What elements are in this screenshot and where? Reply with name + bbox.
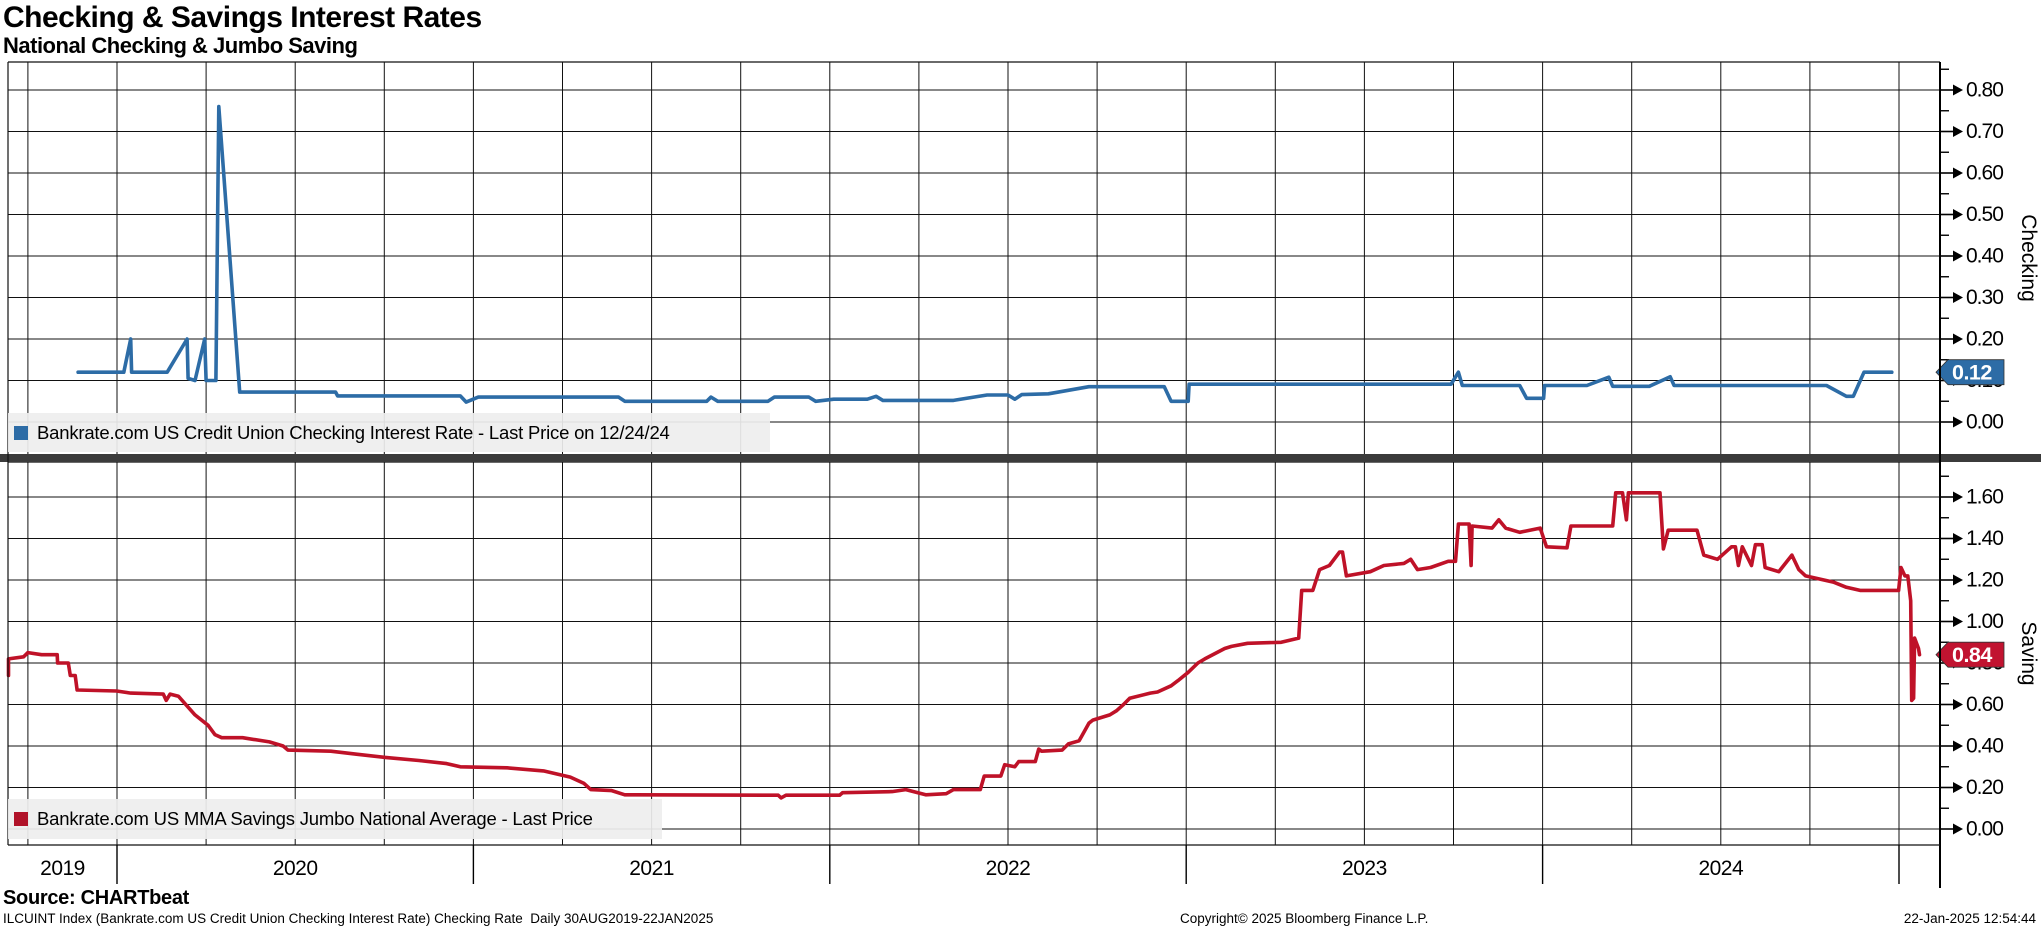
copyright-label: Copyright© 2025 Bloomberg Finance L.P.	[1180, 911, 1429, 926]
checking-last-price-marker: 0.12	[1935, 359, 2005, 386]
saving-panel	[6, 461, 1940, 830]
page-title: Checking & Savings Interest Rates	[3, 1, 482, 34]
svg-text:0.40: 0.40	[1966, 735, 2003, 758]
source-label: Source: CHARTbeat	[3, 887, 190, 909]
svg-text:1.60: 1.60	[1966, 486, 2003, 509]
saving-axis-title: Saving	[2017, 621, 2040, 685]
saving-legend-label: Bankrate.com US MMA Savings Jumbo Nation…	[37, 808, 593, 829]
year-label-2019: 2019	[40, 857, 85, 880]
checking-series-line	[76, 104, 1894, 404]
year-label-2021: 2021	[629, 857, 674, 880]
saving-legend-swatch-icon	[14, 812, 28, 826]
svg-text:1.00: 1.00	[1966, 610, 2003, 633]
checking-legend-label: Bankrate.com US Credit Union Checking In…	[37, 421, 670, 443]
year-label-2024: 2024	[1698, 857, 1744, 880]
svg-text:1.20: 1.20	[1966, 569, 2003, 592]
svg-text:0.50: 0.50	[1966, 203, 2003, 226]
legend-checking[interactable]: Bankrate.com US Credit Union Checking In…	[8, 413, 770, 452]
svg-text:0.00: 0.00	[1966, 818, 2003, 841]
svg-text:0.80: 0.80	[1966, 79, 2003, 102]
saving-y-axis: 0.000.200.400.600.801.001.201.401.60Savi…	[1940, 475, 2040, 841]
svg-text:0.20: 0.20	[1966, 328, 2003, 351]
svg-text:0.60: 0.60	[1966, 162, 2003, 185]
checking-legend-swatch-icon	[14, 425, 28, 440]
panel-separator	[0, 454, 2041, 462]
svg-text:0.84: 0.84	[1952, 643, 1992, 667]
svg-text:0.30: 0.30	[1966, 286, 2003, 309]
year-label-2020: 2020	[273, 857, 318, 880]
svg-text:0.40: 0.40	[1966, 245, 2003, 268]
saving-last-price-marker: 0.84	[1935, 641, 2005, 668]
svg-text:0.00: 0.00	[1966, 411, 2003, 434]
index-description: ILCUINT Index (Bankrate.com US Credit Un…	[3, 911, 714, 926]
x-axis: 2019 2020 2021 2022 2023 2024	[40, 845, 1900, 884]
year-label-2022: 2022	[986, 857, 1031, 880]
vertical-gridlines	[27, 62, 1900, 845]
svg-text:0.70: 0.70	[1966, 120, 2003, 143]
checking-panel	[8, 61, 1940, 423]
page-subtitle: National Checking & Jumbo Saving	[3, 33, 358, 58]
timestamp-label: 22-Jan-2025 12:54:44	[1903, 911, 2036, 926]
checking-axis-title: Checking	[2017, 214, 2040, 302]
saving-series-line	[6, 490, 1922, 800]
svg-text:0.12: 0.12	[1952, 360, 1992, 384]
year-label-2023: 2023	[1342, 857, 1387, 880]
svg-text:0.20: 0.20	[1966, 776, 2003, 799]
svg-text:1.40: 1.40	[1966, 527, 2003, 550]
svg-text:0.60: 0.60	[1966, 693, 2003, 716]
legend-saving[interactable]: Bankrate.com US MMA Savings Jumbo Nation…	[8, 799, 662, 839]
